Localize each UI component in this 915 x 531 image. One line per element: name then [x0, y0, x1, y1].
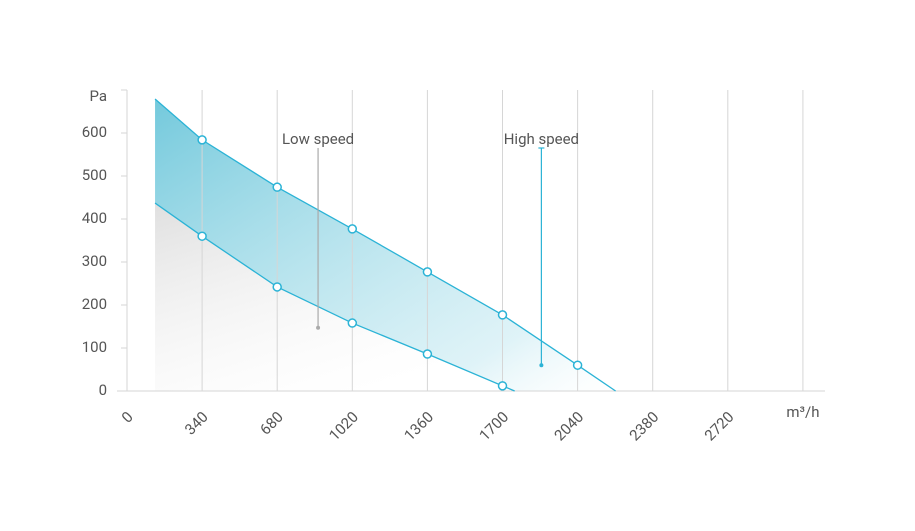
point [347, 224, 358, 234]
y-tick-label: 0 [99, 381, 107, 399]
x-tick-label: 680 [256, 408, 287, 439]
x-tick-label: 0 [118, 408, 137, 427]
point [572, 360, 583, 370]
low-area [155, 203, 515, 391]
point [197, 135, 207, 145]
x-tick-label: 2040 [551, 408, 588, 445]
y-tick-label: 500 [82, 166, 107, 184]
point [197, 231, 207, 241]
series-label: Low speed [282, 130, 354, 148]
y-tick-label: 400 [82, 209, 107, 227]
x-axis-unit: m³/h [786, 403, 819, 421]
point [422, 349, 433, 359]
point [497, 310, 508, 320]
point [272, 282, 282, 292]
x-tick-label: 2380 [626, 408, 663, 445]
pointer-dot [539, 363, 544, 368]
pointer-dot [316, 325, 321, 330]
x-tick-label: 1020 [325, 408, 362, 445]
x-tick-label: 2720 [701, 408, 738, 445]
point [497, 381, 508, 391]
y-tick-label: 600 [82, 123, 107, 141]
point [422, 267, 433, 277]
y-tick-label: 100 [82, 338, 107, 356]
x-tick-label: 1700 [476, 408, 513, 445]
series-line [154, 98, 616, 392]
y-tick-label: Pa [89, 87, 107, 105]
y-tick-label: 300 [82, 252, 107, 270]
point [272, 182, 282, 192]
y-tick-label: 200 [82, 295, 107, 313]
series-label: High speed [504, 130, 579, 148]
x-tick-label: 340 [181, 408, 212, 439]
point [347, 318, 358, 328]
x-tick-label: 1360 [400, 408, 437, 445]
